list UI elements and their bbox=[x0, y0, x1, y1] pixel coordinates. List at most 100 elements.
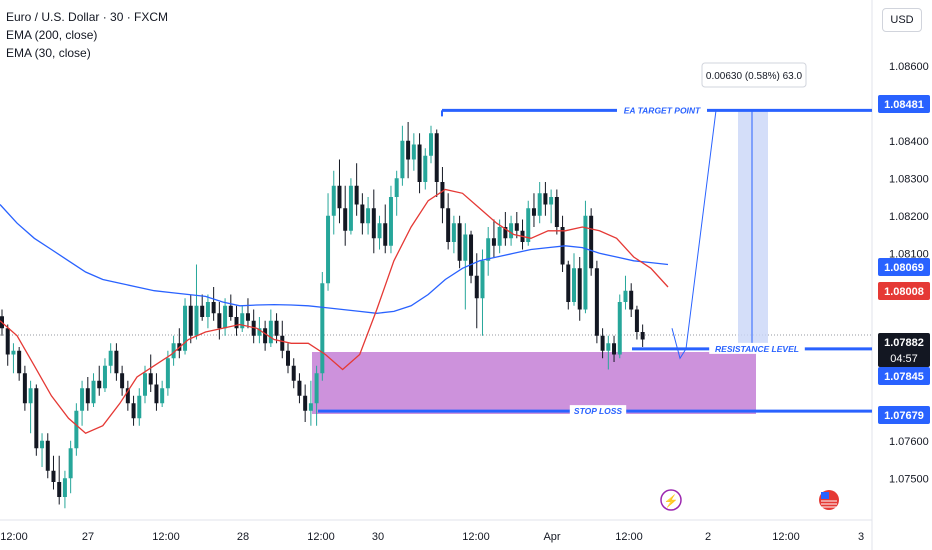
candle-body bbox=[400, 140, 405, 179]
y-tick-label: 1.08400 bbox=[889, 136, 929, 148]
y-tick-label: 1.07600 bbox=[889, 436, 929, 448]
candle-body bbox=[171, 343, 176, 359]
candle-body bbox=[623, 290, 628, 302]
candle-body bbox=[108, 350, 113, 366]
candle-body bbox=[183, 305, 188, 351]
candle-body bbox=[120, 373, 125, 389]
price-badge-ema30 bbox=[878, 282, 930, 300]
price-badge-target bbox=[878, 95, 930, 113]
resistance-label: RESISTANCE LEVEL bbox=[715, 344, 799, 354]
candle-body bbox=[200, 305, 205, 317]
candle-body bbox=[343, 208, 348, 231]
ema30-legend[interactable]: EMA (30, close) bbox=[6, 46, 91, 60]
candle-body bbox=[411, 144, 416, 160]
candle-body bbox=[205, 302, 210, 317]
candle-body bbox=[40, 440, 45, 449]
candle-body bbox=[360, 204, 365, 224]
stop-loss-label-bg bbox=[569, 405, 627, 417]
y-tick-label: 1.07500 bbox=[889, 473, 929, 485]
candle-body bbox=[291, 365, 296, 381]
resistance-label-bg bbox=[709, 342, 805, 354]
candle-body bbox=[326, 215, 331, 284]
demand-zone bbox=[312, 352, 756, 414]
ema30-line bbox=[0, 188, 669, 434]
candle-body bbox=[457, 223, 462, 261]
x-tick-label: 12:00 bbox=[462, 531, 490, 543]
candle-body bbox=[137, 395, 142, 419]
candle-body bbox=[102, 365, 107, 389]
target-label-bg bbox=[617, 104, 707, 116]
candle-body bbox=[160, 388, 165, 404]
price-badge-text-stop: 1.07679 bbox=[884, 410, 924, 422]
price-badge-ema200 bbox=[878, 258, 930, 276]
candle-body bbox=[223, 305, 228, 329]
candle-body bbox=[617, 302, 622, 355]
candle-body bbox=[640, 332, 645, 340]
candle-body bbox=[148, 373, 153, 385]
price-badge-text-ema30: 1.08008 bbox=[884, 286, 924, 298]
candle-body bbox=[308, 403, 313, 411]
measure-tooltip-text: 0.00630 (0.58%) 63.0 bbox=[706, 71, 803, 82]
candle-body bbox=[331, 185, 336, 216]
x-tick-label: 12:00 bbox=[615, 531, 643, 543]
candle-body bbox=[634, 309, 639, 332]
candle-body bbox=[80, 388, 85, 411]
candle-body bbox=[228, 305, 233, 317]
candle-body bbox=[257, 328, 262, 336]
x-tick-label: 30 bbox=[372, 531, 384, 543]
candle-body bbox=[263, 328, 268, 344]
chart-legend: Euro / U.S. Dollar · 30 · FXCM EMA (200,… bbox=[6, 8, 168, 62]
candle-body bbox=[383, 223, 388, 246]
candle-body bbox=[429, 133, 433, 156]
candle-body bbox=[446, 208, 451, 242]
symbol-title[interactable]: Euro / U.S. Dollar · 30 · FXCM bbox=[6, 10, 169, 24]
candle-body bbox=[274, 320, 279, 336]
stop-loss-label: STOP LOSS bbox=[574, 406, 623, 416]
candle-body bbox=[57, 482, 62, 497]
candle-body bbox=[286, 350, 290, 366]
candle-body bbox=[240, 313, 245, 329]
x-tick-label: 28 bbox=[237, 531, 249, 543]
measure-tooltip-box bbox=[701, 62, 807, 88]
y-tick-label: 1.08300 bbox=[889, 173, 929, 185]
candle-body bbox=[68, 448, 73, 479]
candle-body bbox=[11, 350, 16, 355]
ema200-legend[interactable]: EMA (200, close) bbox=[6, 28, 98, 42]
candle-body bbox=[22, 373, 27, 404]
candle-body bbox=[371, 208, 376, 239]
x-tick-label: 27 bbox=[82, 531, 94, 543]
candle-body bbox=[463, 234, 468, 261]
candle-body bbox=[366, 208, 371, 224]
candle-body bbox=[217, 313, 222, 329]
candle-body bbox=[589, 215, 594, 269]
lightning-icon bbox=[660, 489, 682, 511]
candle-body bbox=[34, 388, 39, 449]
candle-body bbox=[594, 268, 599, 336]
lightning-glyph: ⚡ bbox=[664, 494, 679, 508]
candle-body bbox=[423, 155, 428, 182]
price-badge-resistance bbox=[878, 367, 930, 385]
candle-body bbox=[549, 197, 554, 205]
countdown-text: 04:57 bbox=[890, 353, 918, 365]
price-badge-stop bbox=[878, 406, 930, 424]
candle-body bbox=[440, 182, 445, 209]
candle-body bbox=[543, 193, 548, 205]
candle-body bbox=[314, 373, 319, 404]
candle-body bbox=[211, 302, 216, 314]
candle-body bbox=[503, 227, 508, 239]
candle-body bbox=[612, 343, 617, 355]
candle-body bbox=[74, 410, 79, 449]
candle-body bbox=[51, 470, 56, 482]
candle-body bbox=[125, 388, 130, 404]
candle-body bbox=[526, 208, 531, 242]
candle-body bbox=[85, 388, 90, 404]
candle-body bbox=[91, 380, 96, 404]
candle-body bbox=[354, 185, 359, 205]
currency-button[interactable]: USD bbox=[882, 8, 922, 32]
candle-body bbox=[514, 223, 519, 231]
candle-body bbox=[451, 223, 456, 242]
x-tick-label: 12:00 bbox=[0, 531, 28, 543]
target-label: EA TARGET POINT bbox=[624, 105, 701, 115]
us-flag-canton bbox=[821, 492, 829, 499]
